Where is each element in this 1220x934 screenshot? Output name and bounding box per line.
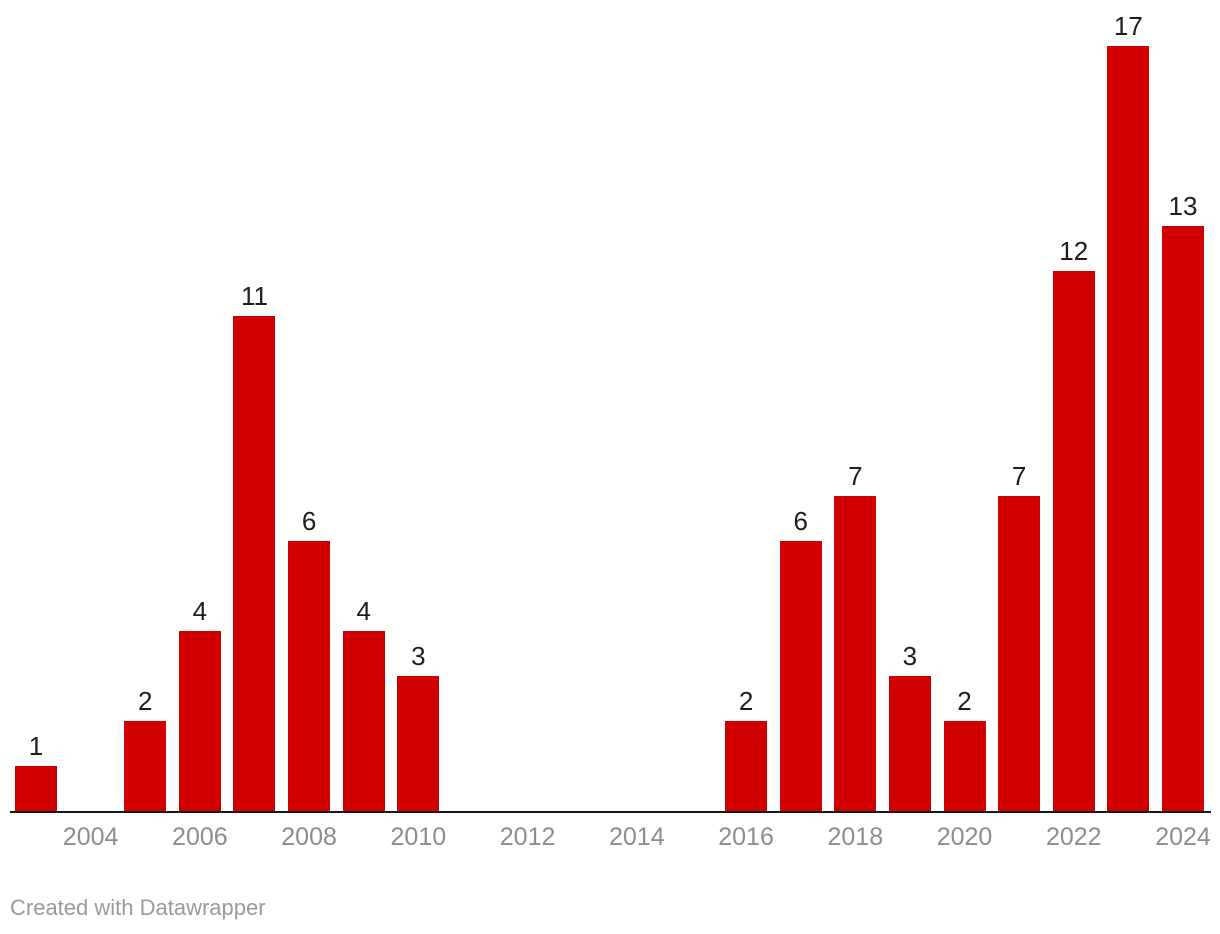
value-label-2008: 6	[301, 506, 317, 536]
value-label-2024: 13	[1168, 191, 1198, 221]
x-tick-label-2018: 2018	[827, 823, 884, 851]
x-tick-label-2020: 2020	[936, 823, 993, 851]
x-tick-label-2004: 2004	[62, 823, 119, 851]
x-tick-label-2006: 2006	[172, 823, 228, 851]
value-label-2010: 3	[411, 641, 426, 671]
bar-2009[interactable]	[342, 631, 385, 811]
bar-2003[interactable]	[15, 766, 57, 811]
bar-2019[interactable]	[888, 676, 931, 811]
value-label-2003: 1	[28, 731, 44, 761]
bar-2021[interactable]	[998, 496, 1041, 811]
plot-area: 1 2 4 11 6 4 3 2 6 7 3 2 7 12 17 13 2004 2006 2008 2010 201…	[10, 11, 1211, 851]
x-axis-line	[10, 811, 1211, 813]
value-label-2007: 11	[240, 281, 268, 311]
value-label-2023: 17	[1113, 11, 1143, 41]
bar-2006[interactable]	[178, 631, 221, 811]
datawrapper-credit-link[interactable]: Created with Datawrapper	[10, 895, 266, 920]
bar-2022[interactable]	[1052, 271, 1095, 811]
bar-2010[interactable]	[397, 676, 440, 811]
x-tick-label-2010: 2010	[390, 823, 447, 851]
x-tick-label-2016: 2016	[718, 823, 774, 851]
value-label-2021: 7	[1011, 461, 1027, 491]
x-tick-label-2022: 2022	[1045, 823, 1102, 851]
bar-2024[interactable]	[1162, 226, 1205, 811]
value-label-2006: 4	[192, 596, 208, 626]
bar-2005[interactable]	[124, 721, 167, 811]
value-label-2005: 2	[138, 686, 153, 716]
bar-2016[interactable]	[725, 721, 768, 811]
value-label-2016: 2	[738, 686, 754, 716]
value-label-2020: 2	[957, 686, 972, 716]
bar-2020[interactable]	[943, 721, 986, 811]
x-tick-label-2008: 2008	[281, 823, 337, 851]
bar-2007[interactable]	[233, 316, 276, 811]
bar-2017[interactable]	[779, 541, 822, 811]
value-label-2017: 6	[793, 506, 808, 536]
value-label-2022: 12	[1059, 236, 1089, 266]
value-label-2018: 7	[848, 461, 863, 491]
bar-2008[interactable]	[288, 541, 331, 811]
x-tick-label-2014: 2014	[609, 823, 665, 851]
value-label-2009: 4	[356, 596, 371, 626]
value-label-2019: 3	[902, 641, 918, 671]
x-tick-label-2012: 2012	[499, 823, 556, 851]
x-tick-label-2024: 2024	[1155, 823, 1211, 851]
bar-2023[interactable]	[1107, 46, 1150, 811]
bar-2018[interactable]	[834, 496, 877, 811]
